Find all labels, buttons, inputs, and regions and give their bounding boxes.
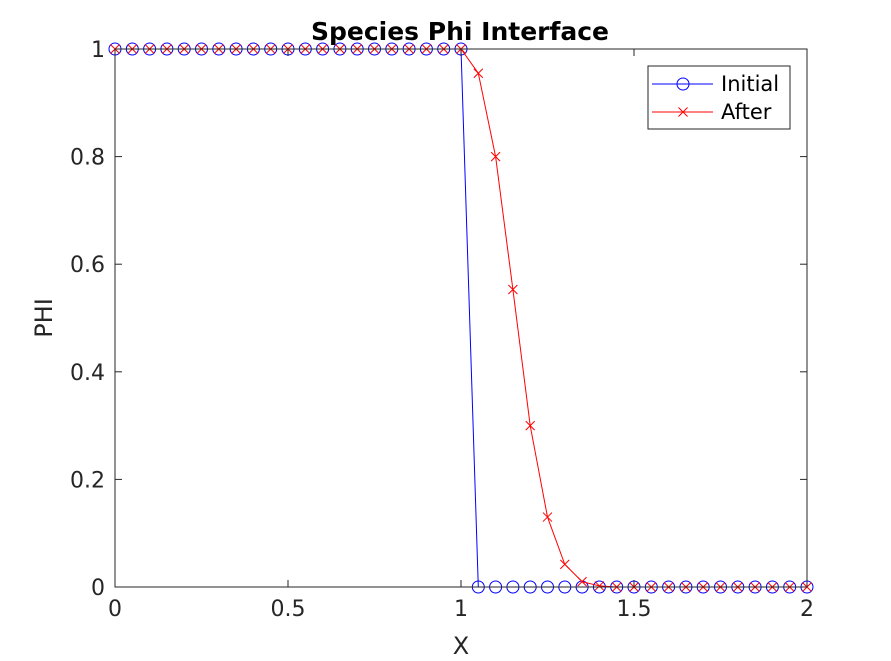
y-tick-label: 0.4 [70, 361, 105, 386]
data-point-after [490, 151, 501, 162]
legend-entry-initial: Initial [652, 72, 779, 96]
y-tick-label: 0.2 [70, 468, 105, 493]
chart-title: Species Phi Interface [311, 17, 609, 46]
data-point-after [559, 559, 570, 570]
x-tick-label: 1 [454, 597, 468, 622]
legend-marker [676, 77, 690, 91]
y-tick-label: 0.8 [70, 146, 105, 171]
plot-background [115, 49, 807, 587]
y-tick-label: 1 [91, 38, 105, 63]
x-tick-label: 0 [108, 597, 122, 622]
legend-entry-after: After [652, 100, 772, 124]
y-axis-label: PHI [30, 298, 58, 338]
data-point-after [473, 68, 484, 79]
plot-area [115, 49, 807, 587]
data-point-after [542, 512, 553, 522]
legend: Initial After [647, 65, 791, 130]
x-axis-label: X [453, 632, 469, 660]
data-point-after [577, 576, 587, 587]
legend-box [647, 65, 791, 130]
data-point-after [525, 420, 536, 431]
legend-marker [678, 107, 688, 117]
ticks-layer: 0 0.5 1 1.5 2 0 0.2 0.4 0.6 0.8 1 [70, 38, 814, 622]
y-tick-label: 0.6 [70, 253, 105, 278]
legend-label: After [721, 100, 772, 124]
x-tick-label: 1.5 [617, 597, 652, 622]
legend-label: Initial [721, 72, 779, 96]
data-point-after [508, 284, 518, 295]
x-tick-label: 0.5 [271, 597, 306, 622]
y-tick-label: 0 [91, 576, 105, 601]
data-point-after [594, 581, 605, 591]
legend-entries: Initial After [652, 72, 779, 124]
x-tick-label: 2 [800, 597, 814, 622]
